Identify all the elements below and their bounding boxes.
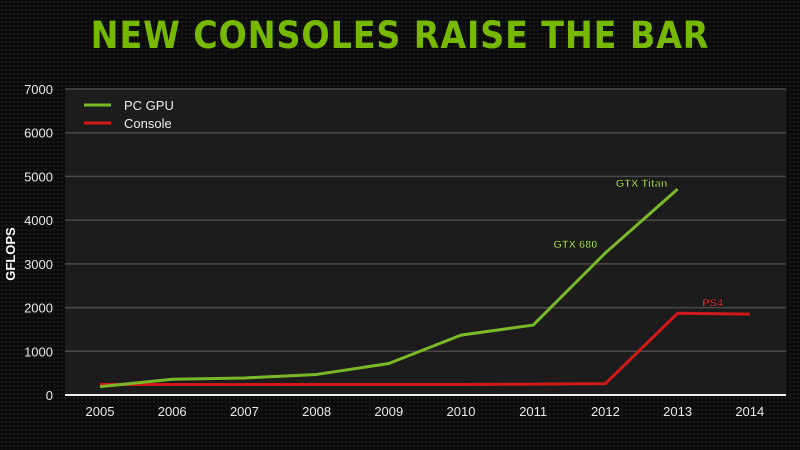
y-tick-label: 3000 — [24, 257, 53, 272]
y-tick-label: 0 — [46, 388, 53, 403]
plot-area — [65, 89, 786, 395]
x-tick-label: 2013 — [663, 404, 692, 419]
x-tick-label: 2012 — [591, 404, 620, 419]
x-tick-label: 2008 — [302, 404, 331, 419]
y-axis-label: GFLOPS — [3, 227, 18, 281]
y-tick-label: 5000 — [24, 169, 53, 184]
y-tick-label: 4000 — [24, 213, 53, 228]
x-tick-label: 2009 — [374, 404, 403, 419]
x-tick-label: 2005 — [86, 404, 115, 419]
x-tick-label: 2007 — [230, 404, 259, 419]
y-tick-label: 1000 — [24, 344, 53, 359]
page-title: NEW CONSOLES RAISE THE BAR — [90, 14, 710, 57]
series-line-console — [100, 311, 750, 387]
annotation-label: GTX 680 — [553, 239, 597, 251]
annotation-label: PS4 — [702, 297, 724, 309]
x-tick-label: 2014 — [735, 404, 764, 419]
legend-label: Console — [124, 116, 172, 131]
legend-label: PC GPU — [124, 98, 174, 113]
y-tick-label: 6000 — [24, 126, 53, 141]
x-tick-label: 2010 — [447, 404, 476, 419]
y-tick-label: 7000 — [24, 82, 53, 97]
y-tick-label: 2000 — [24, 301, 53, 316]
annotation-label: GTX Titan — [616, 178, 668, 190]
x-tick-label: 2011 — [519, 404, 547, 419]
series-line-pc-gpu — [99, 187, 679, 389]
x-tick-label: 2006 — [158, 404, 187, 419]
